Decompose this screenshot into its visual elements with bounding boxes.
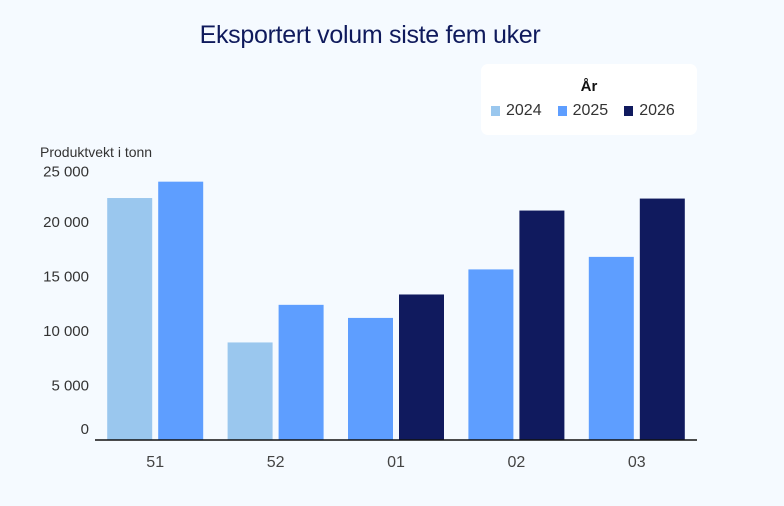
legend-swatch-2025 [557,106,567,116]
bar-52-2024[interactable] [227,342,273,440]
legend-title: År [580,78,598,95]
bar-03-2025[interactable] [588,256,634,440]
legend-swatch-2024 [491,106,500,116]
bar-03-2026[interactable] [639,198,685,440]
x-tick-label: 02 [508,454,526,471]
y-tick-label: 20 000 [43,214,89,231]
legend-item-2026[interactable]: 2026 [624,102,675,120]
bars-group [107,181,685,441]
y-ticks-group: 0 5 000 10 000 15 000 20 000 25 000 [43,164,89,439]
legend-item-2025[interactable]: 2025 [557,102,609,120]
legend-label-2026: 2026 [639,102,675,119]
bar-02-2025[interactable] [468,269,514,440]
legend: År 2024 2025 2026 [481,64,697,135]
y-axis-label: Produktvekt i tonn [40,144,153,160]
legend-label-2024: 2024 [506,102,542,119]
x-ticks-group: 51 52 01 02 03 [146,454,645,471]
legend-item-2024[interactable]: 2024 [491,102,542,120]
legend-label-2025: 2025 [572,102,609,119]
x-tick-label: 51 [146,454,164,471]
bar-01-2025[interactable] [348,317,393,440]
x-tick-label: 01 [387,454,405,471]
bar-02-2026[interactable] [519,210,565,440]
x-tick-label: 52 [267,454,285,471]
bar-51-2025[interactable] [158,181,204,441]
chart-title: Eksportert volum siste fem uker [199,21,541,49]
y-tick-label: 10 000 [43,323,89,340]
y-tick-label: 25 000 [43,164,89,181]
bar-01-2026[interactable] [399,294,444,440]
x-tick-label: 03 [628,454,646,471]
legend-swatch-2026 [624,106,634,116]
y-tick-label: 15 000 [43,269,89,286]
bar-52-2025[interactable] [278,304,324,440]
y-tick-label: 0 [81,421,89,438]
y-tick-label: 5 000 [51,378,89,395]
bar-51-2024[interactable] [107,198,153,440]
